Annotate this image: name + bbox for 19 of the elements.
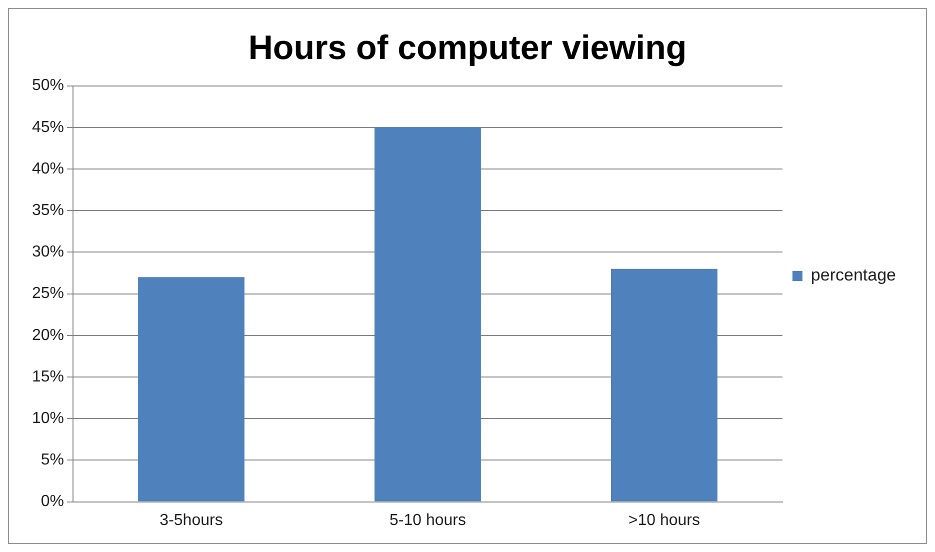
y-tick-label: 5% (40, 452, 64, 469)
y-tick-label: 0% (40, 493, 64, 510)
y-tick-label: 10% (32, 410, 64, 428)
chart-title: Hours of computer viewing (248, 28, 687, 67)
y-tick-label: 25% (32, 285, 64, 302)
y-tick-label: 30% (32, 244, 64, 261)
y-tick-label: 45% (32, 118, 64, 136)
legend-label: percentage (810, 266, 896, 285)
x-tick-label: 3-5hours (160, 512, 223, 529)
bar (138, 277, 244, 502)
y-tick-label: 50% (32, 77, 64, 94)
y-tick-label: 35% (32, 202, 64, 220)
bar (610, 268, 718, 502)
bar (374, 127, 481, 502)
y-tick-label: 40% (32, 160, 64, 178)
x-tick-label: >10 hours (628, 512, 700, 529)
x-tick-label: 5-10 hours (389, 512, 466, 529)
y-tick-label: 20% (32, 326, 64, 344)
y-tick-label: 15% (32, 368, 64, 386)
